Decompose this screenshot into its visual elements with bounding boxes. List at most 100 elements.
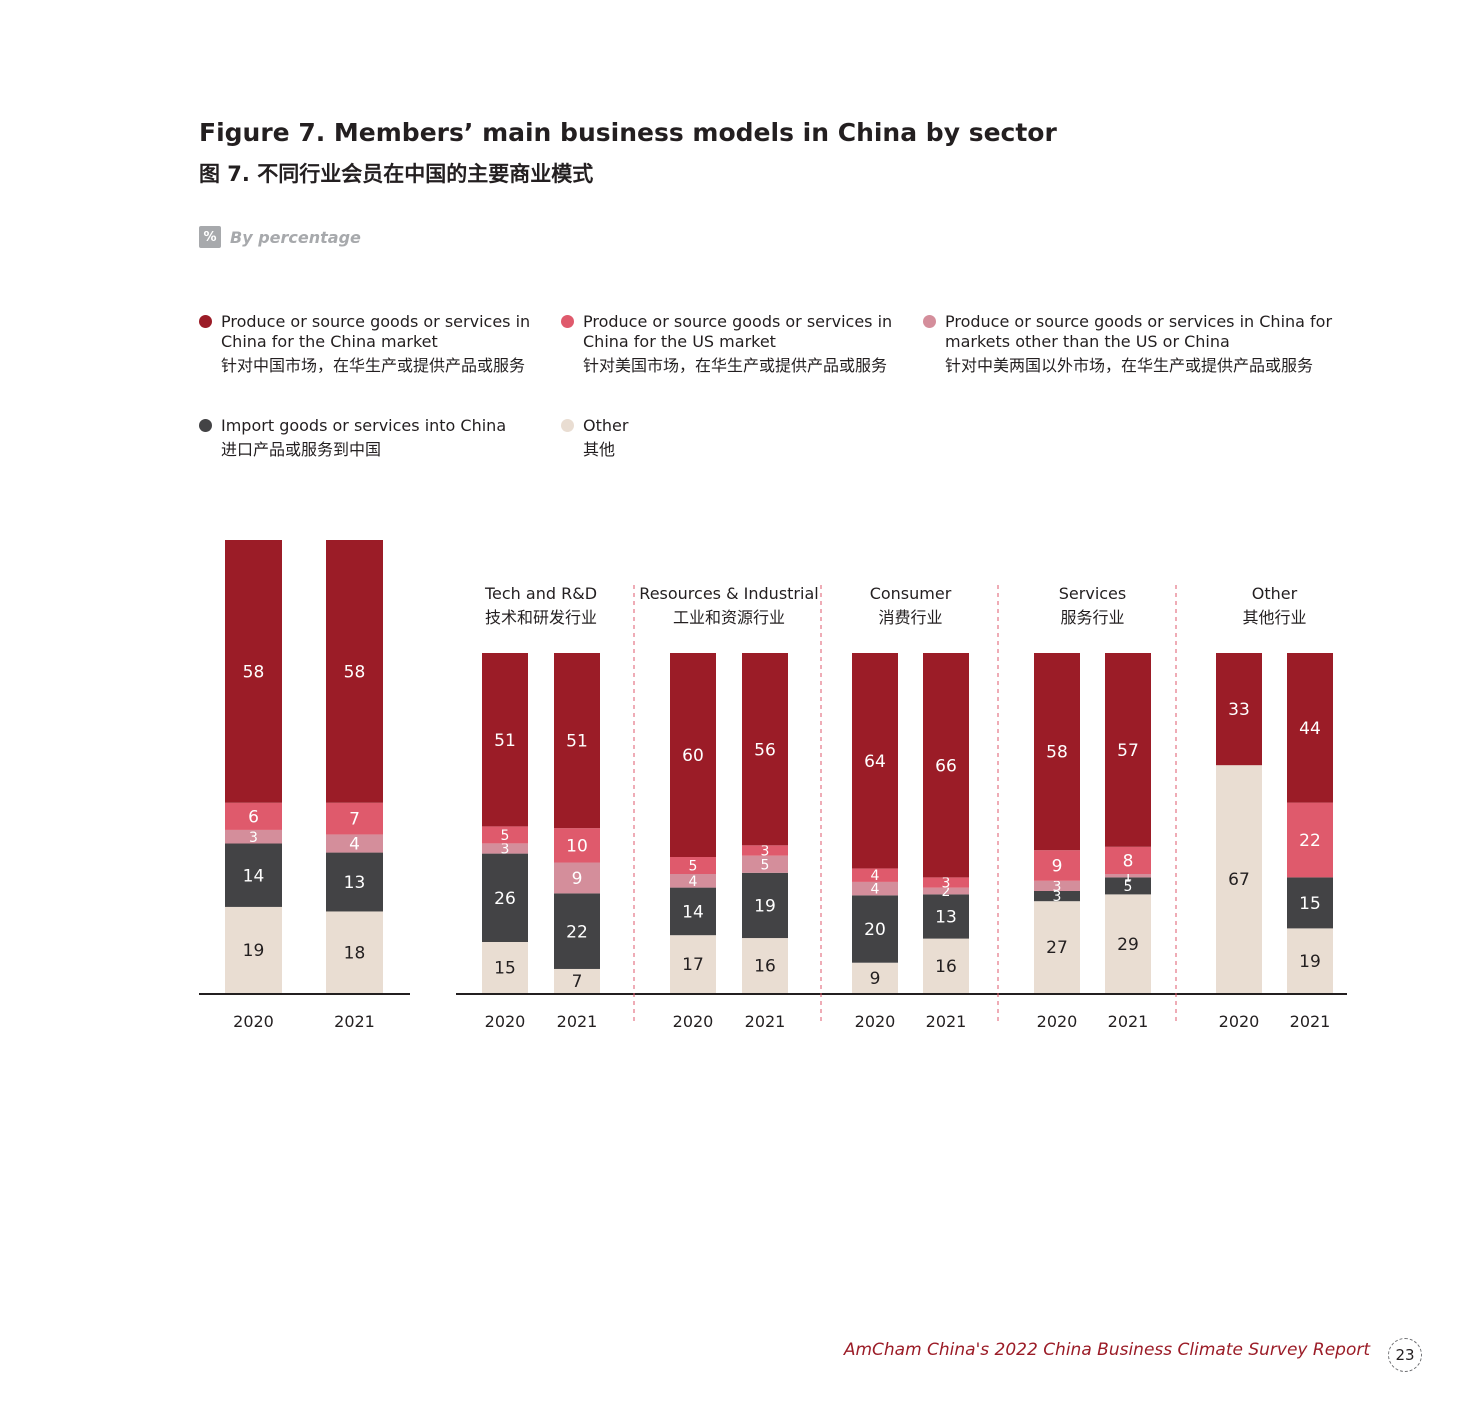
sector-label-zh: 工业和资源行业 bbox=[673, 608, 785, 627]
data-label-us-market: 5 bbox=[689, 859, 698, 875]
legend-label-zh: 进口产品或服务到中国 bbox=[221, 440, 382, 459]
bar-segment-import bbox=[1105, 877, 1151, 895]
bar-segment-china-market bbox=[1105, 653, 1151, 847]
data-label-other: 17 bbox=[682, 955, 704, 975]
legend-item-import: Import goods or services into China 进口产品… bbox=[199, 416, 549, 460]
bar-segment-other bbox=[670, 935, 716, 993]
bar-segment-us-market bbox=[852, 868, 898, 882]
bar-segment-import bbox=[1287, 877, 1333, 929]
data-label-china-market: 58 bbox=[243, 662, 265, 682]
bar-segment-china-market bbox=[1216, 653, 1262, 766]
data-label-other-markets: 1 bbox=[1124, 869, 1133, 885]
data-label-china-market: 51 bbox=[566, 732, 588, 752]
legend-swatch bbox=[199, 315, 212, 328]
legend-label-zh: 针对美国市场，在华生产或提供产品或服务 bbox=[583, 356, 888, 375]
data-label-other-markets: 5 bbox=[761, 857, 770, 873]
data-label-us-market: 4 bbox=[871, 868, 880, 884]
bar-segment-other-markets bbox=[852, 881, 898, 896]
data-label-other-markets: 3 bbox=[249, 830, 258, 846]
legend-swatch bbox=[561, 315, 574, 328]
data-label-import: 3 bbox=[1053, 889, 1062, 905]
data-label-import: 22 bbox=[566, 922, 588, 942]
year-tick-label: 2020 bbox=[1037, 1012, 1078, 1031]
bar-segment-import bbox=[923, 894, 969, 939]
bar-segment-china-market bbox=[852, 653, 898, 869]
data-label-other: 15 bbox=[494, 959, 516, 979]
data-label-other-markets: 9 bbox=[572, 869, 583, 889]
data-label-us-market: 5 bbox=[501, 828, 510, 844]
bar-segment-import bbox=[670, 887, 716, 936]
figure-title-zh: 图 7. 不同行业会员在中国的主要商业模式 bbox=[199, 162, 594, 186]
legend-swatch bbox=[561, 419, 574, 432]
data-label-other-markets: 3 bbox=[501, 842, 510, 858]
legend-item-china-market: Produce or source goods or services in C… bbox=[199, 312, 549, 376]
data-label-china-market: 60 bbox=[682, 746, 704, 766]
data-label-import: 26 bbox=[494, 889, 516, 909]
bar-segment-import bbox=[852, 895, 898, 963]
bar-segment-china-market bbox=[225, 540, 282, 803]
bar-segment-other bbox=[1287, 928, 1333, 993]
data-label-other: 27 bbox=[1046, 938, 1068, 958]
data-label-other: 7 bbox=[572, 972, 583, 992]
legend-label-zh: 针对中国市场，在华生产或提供产品或服务 bbox=[221, 356, 526, 375]
unit-label: By percentage bbox=[230, 227, 361, 247]
legend-item-other-markets: Produce or source goods or services in C… bbox=[923, 312, 1353, 376]
bar-segment-other bbox=[923, 938, 969, 993]
year-tick-label: 2021 bbox=[745, 1012, 786, 1031]
data-label-china-market: 56 bbox=[754, 740, 776, 760]
bar-segment-import bbox=[554, 893, 600, 969]
data-label-other: 19 bbox=[243, 941, 265, 961]
sector-label-zh: 服务行业 bbox=[1060, 608, 1124, 627]
bar-segment-us-market bbox=[554, 828, 600, 863]
figure-title: Figure 7. Members’ main business models … bbox=[199, 118, 1057, 147]
sector-label-zh: 消费行业 bbox=[878, 608, 942, 627]
sector-label: Resources & Industrial bbox=[639, 584, 818, 603]
bar-segment-us-market bbox=[1105, 846, 1151, 874]
bar-segment-other-markets bbox=[554, 862, 600, 894]
year-tick-label: 2020 bbox=[485, 1012, 526, 1031]
data-label-us-market: 3 bbox=[942, 876, 951, 892]
bar-segment-other-markets bbox=[1034, 880, 1080, 891]
bar-segment-other bbox=[1034, 901, 1080, 993]
legend-label-zh: 针对中美两国以外市场，在华生产或提供产品或服务 bbox=[945, 356, 1314, 375]
legend-item-other: Other 其他 bbox=[561, 416, 911, 460]
bar-segment-other bbox=[326, 911, 383, 993]
data-label-other: 16 bbox=[935, 957, 957, 977]
data-label-other: 19 bbox=[1299, 952, 1321, 972]
year-tick-label: 2020 bbox=[855, 1012, 896, 1031]
bar-segment-china-market bbox=[923, 653, 969, 878]
bar-segment-us-market bbox=[923, 877, 969, 888]
legend-label: Produce or source goods or services in C… bbox=[221, 312, 531, 351]
bar-segment-import bbox=[1034, 891, 1080, 902]
bar-segment-other bbox=[852, 962, 898, 993]
bar-segment-us-market bbox=[482, 826, 528, 844]
data-label-us-market: 3 bbox=[761, 844, 770, 860]
unit-indicator: % By percentage bbox=[199, 226, 361, 248]
bar-segment-china-market bbox=[554, 653, 600, 829]
bar-segment-us-market bbox=[742, 845, 788, 856]
bar-segment-other-markets bbox=[923, 887, 969, 895]
data-label-other-markets: 4 bbox=[689, 874, 698, 890]
year-tick-label: 2021 bbox=[334, 1012, 375, 1031]
data-label-import: 5 bbox=[1124, 879, 1133, 895]
bar-segment-import bbox=[326, 852, 383, 912]
data-label-china-market: 33 bbox=[1228, 700, 1250, 720]
data-label-import: 13 bbox=[935, 908, 957, 928]
data-label-import: 20 bbox=[864, 920, 886, 940]
year-tick-label: 2020 bbox=[1219, 1012, 1260, 1031]
legend-label: Other bbox=[583, 416, 629, 435]
data-label-us-market: 9 bbox=[1052, 857, 1063, 877]
year-tick-label: 2021 bbox=[1108, 1012, 1149, 1031]
bar-segment-china-market bbox=[742, 653, 788, 846]
bar-segment-us-market bbox=[670, 857, 716, 874]
bar-segment-us-market bbox=[225, 802, 282, 830]
report-footer: AmCham China's 2022 China Business Clima… bbox=[843, 1340, 1370, 1360]
data-label-import: 13 bbox=[344, 873, 366, 893]
data-label-china-market: 58 bbox=[1046, 743, 1068, 763]
legend-swatch bbox=[199, 419, 212, 432]
sector-label-zh: 其他行业 bbox=[1242, 608, 1306, 627]
bar-segment-other-markets bbox=[225, 829, 282, 844]
bar-segment-other bbox=[742, 938, 788, 993]
year-tick-label: 2021 bbox=[1290, 1012, 1331, 1031]
